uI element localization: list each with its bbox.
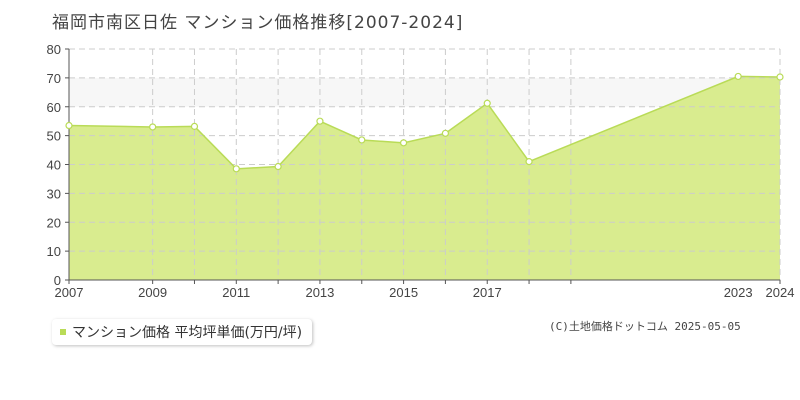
data-point <box>232 165 240 173</box>
highlight-band-layer <box>69 77 780 107</box>
y-tick-label: 30 <box>47 186 61 201</box>
legend-label: マンション価格 平均坪単価(万円/坪) <box>72 325 303 341</box>
data-point <box>441 129 450 137</box>
x-tick-label: 2007 <box>55 285 84 300</box>
points-layer <box>65 72 784 173</box>
legend: マンション価格 平均坪単価(万円/坪) <box>52 319 313 345</box>
data-point <box>65 121 73 130</box>
grid-layer <box>69 48 781 280</box>
y-tick-label: 20 <box>47 215 61 230</box>
y-tick-label: 70 <box>47 71 61 86</box>
x-tick-label: 2017 <box>473 285 502 300</box>
axes-layer <box>65 48 781 284</box>
data-point <box>483 99 491 107</box>
data-point <box>399 139 408 147</box>
y-tick-label: 80 <box>47 42 61 57</box>
y-tick-label: 0 <box>54 273 61 288</box>
data-point <box>149 123 157 131</box>
data-point <box>358 136 366 144</box>
data-point <box>190 122 199 130</box>
x-tick-label: 2015 <box>389 285 418 300</box>
area-layer <box>69 76 780 281</box>
series-area <box>69 76 780 281</box>
x-tick-label: 2009 <box>138 285 167 300</box>
data-point <box>274 162 282 171</box>
y-tick-label: 60 <box>47 100 61 115</box>
copyright-text: (C)土地価格ドットコム 2025-05-05 <box>549 320 741 333</box>
highlight-band <box>69 77 780 107</box>
data-point <box>316 117 324 125</box>
tick-labels-layer: 0 10 20 30 40 50 60 70 80 2007 2009 2011 2013 2015 201… <box>47 42 795 300</box>
y-tick-label: 50 <box>47 129 61 144</box>
chart-title: 福岡市南区日佐 マンション価格推移[2007-2024] <box>52 13 464 33</box>
y-tick-label: 10 <box>47 244 61 259</box>
x-tick-label: 2024 <box>766 285 795 300</box>
data-point <box>525 158 533 166</box>
x-tick-label: 2011 <box>222 285 250 300</box>
y-tick-label: 40 <box>47 158 61 173</box>
data-point <box>734 72 742 81</box>
data-point <box>776 73 784 81</box>
legend-swatch <box>60 329 66 335</box>
x-tick-label: 2023 <box>724 285 753 300</box>
x-tick-label: 2013 <box>305 285 334 300</box>
